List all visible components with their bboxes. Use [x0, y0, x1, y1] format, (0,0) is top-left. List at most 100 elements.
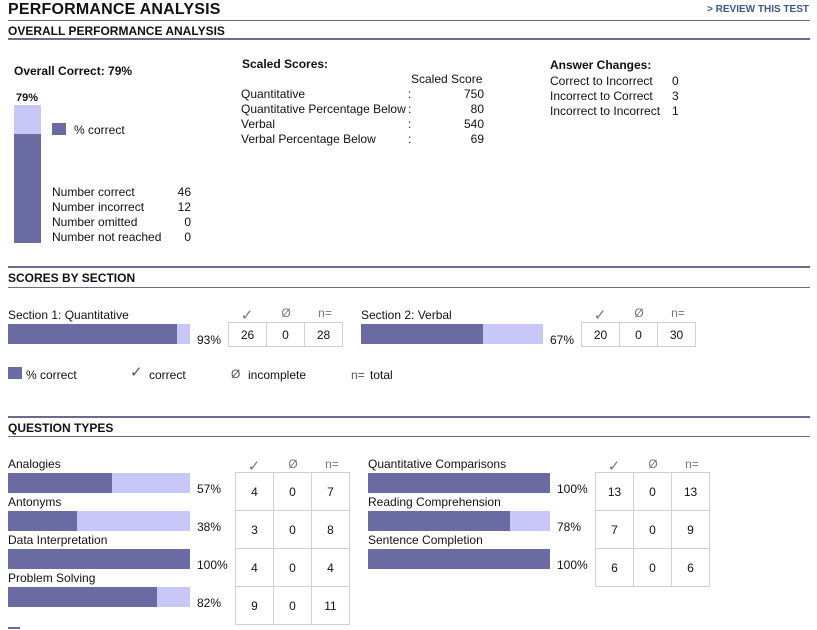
scaled-score-column-header: Scaled Score [411, 72, 483, 86]
scaled-score-value: 69 [470, 132, 484, 146]
count-label: Number incorrect [52, 200, 145, 214]
score-name: Antonyms [8, 495, 62, 509]
percent-bar [8, 549, 190, 569]
legend-label: % correct [74, 123, 125, 137]
percent-label: 93% [197, 333, 222, 347]
score-name: Problem Solving [8, 571, 96, 585]
percent-bar-fill [368, 549, 550, 569]
count-label: Number correct [52, 185, 135, 199]
incomplete-icon: Ø [231, 367, 241, 381]
percent-bar [361, 324, 543, 344]
answer-change-value: 3 [672, 89, 679, 103]
section-stats-table: 26 0 28 [228, 322, 343, 347]
question-type-stats-table: 4 0 7 3 0 8 4 0 4 9 0 11 [235, 472, 350, 625]
count-value: 0 [184, 215, 191, 229]
legend-incomplete-label: incomplete [248, 368, 307, 382]
answer-change-label: Correct to Incorrect [550, 74, 653, 88]
review-test-link[interactable]: > REVIEW THIS TEST [707, 4, 809, 15]
answer-changes-heading: Answer Changes: [550, 58, 652, 72]
score-name: Section 1: Quantitative [8, 308, 129, 322]
stat-incomplete: 0 [273, 510, 312, 549]
divider [8, 266, 810, 268]
percent-label: 100% [197, 558, 228, 572]
colon-separator: : [408, 117, 412, 131]
stat-incomplete: 0 [633, 472, 672, 511]
question-type-stats-table: 13 0 13 7 0 9 6 0 6 [595, 472, 710, 587]
percent-label: 100% [557, 558, 588, 572]
overall-bar-label: 79% [16, 92, 39, 104]
overall-percent-bar-fill [14, 133, 41, 243]
percent-bar [8, 473, 190, 493]
legend-swatch [52, 123, 66, 135]
score-name: Sentence Completion [368, 533, 483, 547]
percent-bar [8, 324, 190, 344]
colon-separator: : [408, 87, 412, 101]
stat-correct: 7 [595, 510, 634, 549]
score-name: Quantitative Comparisons [368, 457, 507, 471]
percent-label: 67% [550, 333, 575, 347]
score-name: Reading Comprehension [368, 495, 501, 509]
divider [8, 416, 810, 418]
stat-incomplete: 0 [633, 548, 672, 587]
stat-total: 11 [311, 586, 350, 625]
stat-incomplete: 0 [633, 510, 672, 549]
stat-correct: 4 [235, 472, 274, 511]
total-icon: n= [318, 306, 332, 320]
answer-change-label: Incorrect to Correct [550, 89, 653, 103]
divider [8, 287, 810, 288]
incomplete-icon: Ø [648, 457, 658, 471]
check-icon: ✓ [593, 307, 607, 324]
answer-change-label: Incorrect to Incorrect [550, 104, 661, 118]
percent-bar [368, 549, 550, 569]
divider [8, 38, 810, 40]
count-value: 12 [177, 200, 191, 214]
percent-bar-fill [8, 587, 158, 607]
total-icon: n= [671, 306, 685, 320]
percent-bar-fill [8, 473, 112, 493]
stat-total: 13 [671, 472, 710, 511]
percent-bar-fill [361, 324, 483, 344]
percent-bar [368, 473, 550, 493]
stat-total: 28 [304, 322, 343, 347]
percent-bar-fill [8, 324, 178, 344]
scaled-score-value: 80 [470, 102, 484, 116]
stat-total: 7 [311, 472, 350, 511]
percent-bar-fill [8, 511, 78, 531]
stat-total: 4 [311, 548, 350, 587]
question-types-heading: QUESTION TYPES [8, 421, 114, 435]
check-icon: ✓ [130, 364, 143, 381]
stat-total: 8 [311, 510, 350, 549]
incomplete-icon: Ø [634, 306, 644, 320]
page-title: PERFORMANCE ANALYSIS [8, 1, 221, 18]
score-name: Data Interpretation [8, 533, 108, 547]
score-name: Analogies [8, 457, 61, 471]
divider [8, 20, 810, 21]
legend-swatch [8, 367, 22, 379]
percent-label: 100% [557, 482, 588, 496]
incomplete-icon: Ø [281, 306, 291, 320]
stat-incomplete: 0 [266, 322, 305, 347]
scaled-score-label: Verbal Percentage Below [241, 132, 376, 146]
total-icon: n= [351, 368, 365, 382]
stat-total: 9 [671, 510, 710, 549]
total-icon: n= [325, 457, 339, 471]
stat-correct: 4 [235, 548, 274, 587]
stat-correct: 6 [595, 548, 634, 587]
legend-correct-label: correct [149, 368, 186, 382]
percent-bar [8, 511, 190, 531]
stat-correct: 20 [581, 322, 620, 347]
stat-incomplete: 0 [273, 586, 312, 625]
legend-percent-label: % correct [26, 368, 77, 382]
stat-correct: 9 [235, 586, 274, 625]
stat-correct: 26 [228, 322, 267, 347]
stat-incomplete: 0 [273, 548, 312, 587]
percent-bar [8, 587, 190, 607]
sections-heading: SCORES BY SECTION [8, 271, 136, 285]
colon-separator: : [408, 132, 412, 146]
percent-label: 57% [197, 482, 222, 496]
score-name: Section 2: Verbal [361, 308, 452, 322]
colon-separator: : [408, 102, 412, 116]
total-icon: n= [685, 457, 699, 471]
percent-bar-fill [368, 511, 510, 531]
scaled-score-label: Quantitative [241, 87, 306, 101]
